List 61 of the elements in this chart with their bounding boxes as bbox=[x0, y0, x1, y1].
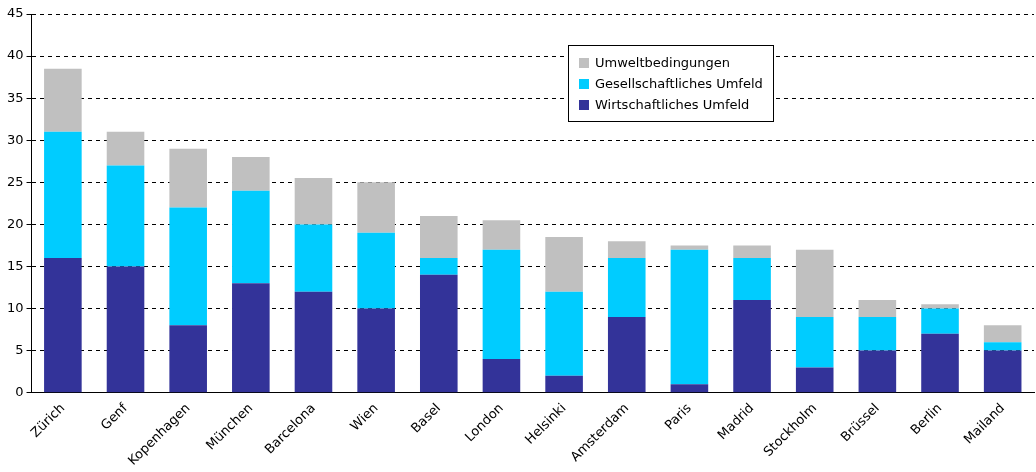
y-tick-label: 10 bbox=[7, 299, 24, 315]
bar bbox=[983, 350, 1022, 393]
y-tick-label: 15 bbox=[7, 257, 24, 273]
bar bbox=[357, 308, 395, 393]
legend-label: Wirtschaftliches Umfeld bbox=[594, 96, 751, 114]
bar bbox=[795, 316, 834, 368]
bar bbox=[858, 300, 897, 317]
bar bbox=[795, 249, 834, 317]
y-tick-label: 35 bbox=[7, 89, 24, 105]
bar bbox=[294, 178, 333, 225]
bar bbox=[232, 283, 270, 393]
bar bbox=[607, 258, 646, 317]
y-tick-label: 20 bbox=[7, 215, 24, 231]
bar bbox=[232, 190, 270, 284]
legend-label: Umweltbedingungen bbox=[594, 54, 732, 72]
bar bbox=[357, 232, 395, 309]
bar bbox=[921, 333, 959, 393]
bar bbox=[106, 131, 145, 166]
bar bbox=[482, 249, 521, 360]
bar bbox=[733, 245, 771, 259]
bar bbox=[545, 237, 583, 292]
bar bbox=[169, 148, 207, 208]
legend-label: Gesellschaftliches Umfeld bbox=[594, 75, 763, 93]
bar bbox=[169, 207, 207, 326]
bar bbox=[733, 258, 771, 301]
bar bbox=[795, 367, 834, 393]
bar bbox=[733, 300, 771, 393]
bar bbox=[482, 359, 521, 393]
y-tick-label: 0 bbox=[15, 384, 24, 400]
bar bbox=[106, 165, 145, 267]
bar bbox=[670, 384, 709, 393]
bar bbox=[983, 325, 1022, 343]
bar bbox=[232, 157, 270, 191]
bar bbox=[670, 249, 709, 385]
bar bbox=[858, 350, 897, 393]
bar bbox=[607, 241, 646, 259]
bar bbox=[419, 258, 458, 275]
y-tick-label: 5 bbox=[15, 341, 24, 357]
bar bbox=[419, 274, 458, 393]
bar bbox=[482, 220, 521, 250]
bar bbox=[607, 316, 646, 393]
y-tick-label: 30 bbox=[7, 131, 24, 147]
bar bbox=[670, 245, 709, 250]
bar bbox=[44, 131, 82, 259]
bar bbox=[921, 304, 959, 309]
bar bbox=[921, 308, 959, 334]
y-tick-label: 45 bbox=[7, 5, 24, 21]
bar bbox=[545, 375, 583, 393]
bar bbox=[545, 291, 583, 376]
y-tick-label: 25 bbox=[7, 173, 24, 189]
bar bbox=[357, 182, 395, 233]
bar bbox=[44, 258, 82, 393]
y-tick-label: 40 bbox=[7, 47, 24, 63]
bar bbox=[419, 215, 458, 259]
bar bbox=[858, 316, 897, 351]
bar bbox=[294, 291, 333, 393]
bar bbox=[44, 68, 82, 132]
bar bbox=[983, 342, 1022, 351]
bar bbox=[106, 266, 145, 393]
bar bbox=[169, 325, 207, 393]
bar bbox=[294, 224, 333, 292]
